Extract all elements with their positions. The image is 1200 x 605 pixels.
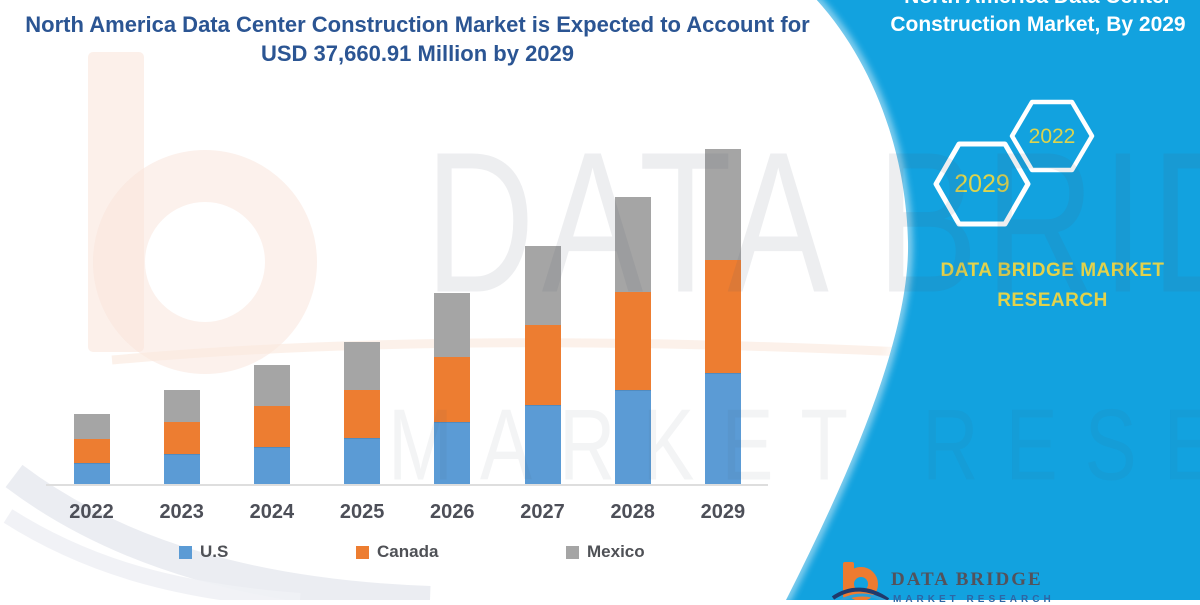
- bar-segment-canada-2023: [163, 422, 200, 455]
- legend-item-us: U.S: [179, 542, 228, 562]
- legend-swatch-icon: [179, 545, 192, 559]
- bar-2029: [704, 149, 741, 485]
- bar-2022: [73, 413, 110, 485]
- bar-segment-us-2025: [344, 437, 381, 485]
- bar-segment-mexico-2029: [704, 149, 741, 260]
- chart-title-line1: North America Data Center Construction M…: [25, 12, 810, 37]
- bar-segment-mexico-2027: [524, 245, 561, 325]
- bar-2025: [344, 341, 381, 485]
- footer-logo-swoosh-navy: [831, 587, 890, 600]
- panel-heading-line1: North America Data Center: [868, 0, 1200, 11]
- footer-logo-b-bowl: [844, 567, 878, 600]
- x-axis-label-2024: 2024: [249, 501, 295, 523]
- legend-swatch-icon: [356, 545, 369, 559]
- faded-swoosh-gray-inner: [3, 509, 301, 600]
- bar-segment-us-2023: [163, 454, 200, 485]
- bar-2027: [524, 245, 561, 485]
- bar-segment-us-2024: [253, 446, 290, 485]
- footer-brand-name: DATA BRIDGE: [891, 569, 1043, 590]
- x-axis-label-2026: 2026: [430, 501, 475, 523]
- bar-segment-mexico-2023: [163, 389, 200, 423]
- footer-logo-b-stem: [843, 562, 854, 598]
- faded-b-logo-bowl: [93, 150, 317, 374]
- bar-segment-canada-2026: [434, 357, 471, 422]
- watermark-text-line1: DATA BRIDGE: [425, 110, 1200, 336]
- legend-item-mexico: Mexico: [566, 542, 645, 562]
- legend-item-canada: Canada: [356, 542, 438, 562]
- bar-segment-mexico-2022: [73, 413, 110, 439]
- legend-swatch-icon: [566, 545, 579, 559]
- bar-segment-canada-2027: [524, 324, 561, 406]
- bar-segment-us-2029: [704, 373, 741, 485]
- faded-b-logo-stem: [88, 52, 144, 352]
- bar-segment-canada-2025: [344, 389, 381, 438]
- panel-heading: North America Data Center Construction M…: [868, 0, 1200, 39]
- bar-segment-mexico-2025: [344, 341, 381, 390]
- faded-swoosh-gray-outer: [5, 464, 431, 600]
- footer-logo-swoosh-blue: [838, 593, 887, 600]
- bar-2024: [253, 365, 290, 485]
- x-axis-label-2029: 2029: [700, 501, 746, 523]
- bar-2026: [434, 293, 471, 485]
- bar-segment-canada-2024: [253, 405, 290, 447]
- chart-title: North America Data Center Construction M…: [10, 10, 825, 68]
- legend-label: Mexico: [587, 542, 645, 561]
- legend-label: Canada: [377, 542, 439, 561]
- x-axis-label-2028: 2028: [610, 501, 655, 523]
- legend-label: U.S: [200, 542, 229, 561]
- chart-title-line2: USD 37,660.91 Million by 2029: [260, 41, 575, 66]
- watermark-text-line2: MARKET RESEARCH: [388, 387, 1200, 502]
- x-axis-label-2023: 2023: [159, 501, 204, 523]
- bar-segment-canada-2022: [73, 438, 110, 463]
- panel-heading-line2: Construction Market, By 2029: [890, 13, 1186, 36]
- bar-segment-us-2022: [73, 462, 110, 485]
- x-axis-label-2022: 2022: [69, 501, 114, 523]
- x-axis-label-2025: 2025: [339, 501, 385, 523]
- bar-segment-mexico-2024: [253, 365, 290, 406]
- bar-segment-us-2027: [524, 405, 561, 485]
- bar-2023: [163, 389, 200, 485]
- bar-segment-mexico-2028: [614, 196, 651, 293]
- bar-segment-us-2028: [614, 389, 651, 485]
- bar-segment-us-2026: [434, 421, 471, 485]
- x-axis-label-2027: 2027: [520, 501, 565, 523]
